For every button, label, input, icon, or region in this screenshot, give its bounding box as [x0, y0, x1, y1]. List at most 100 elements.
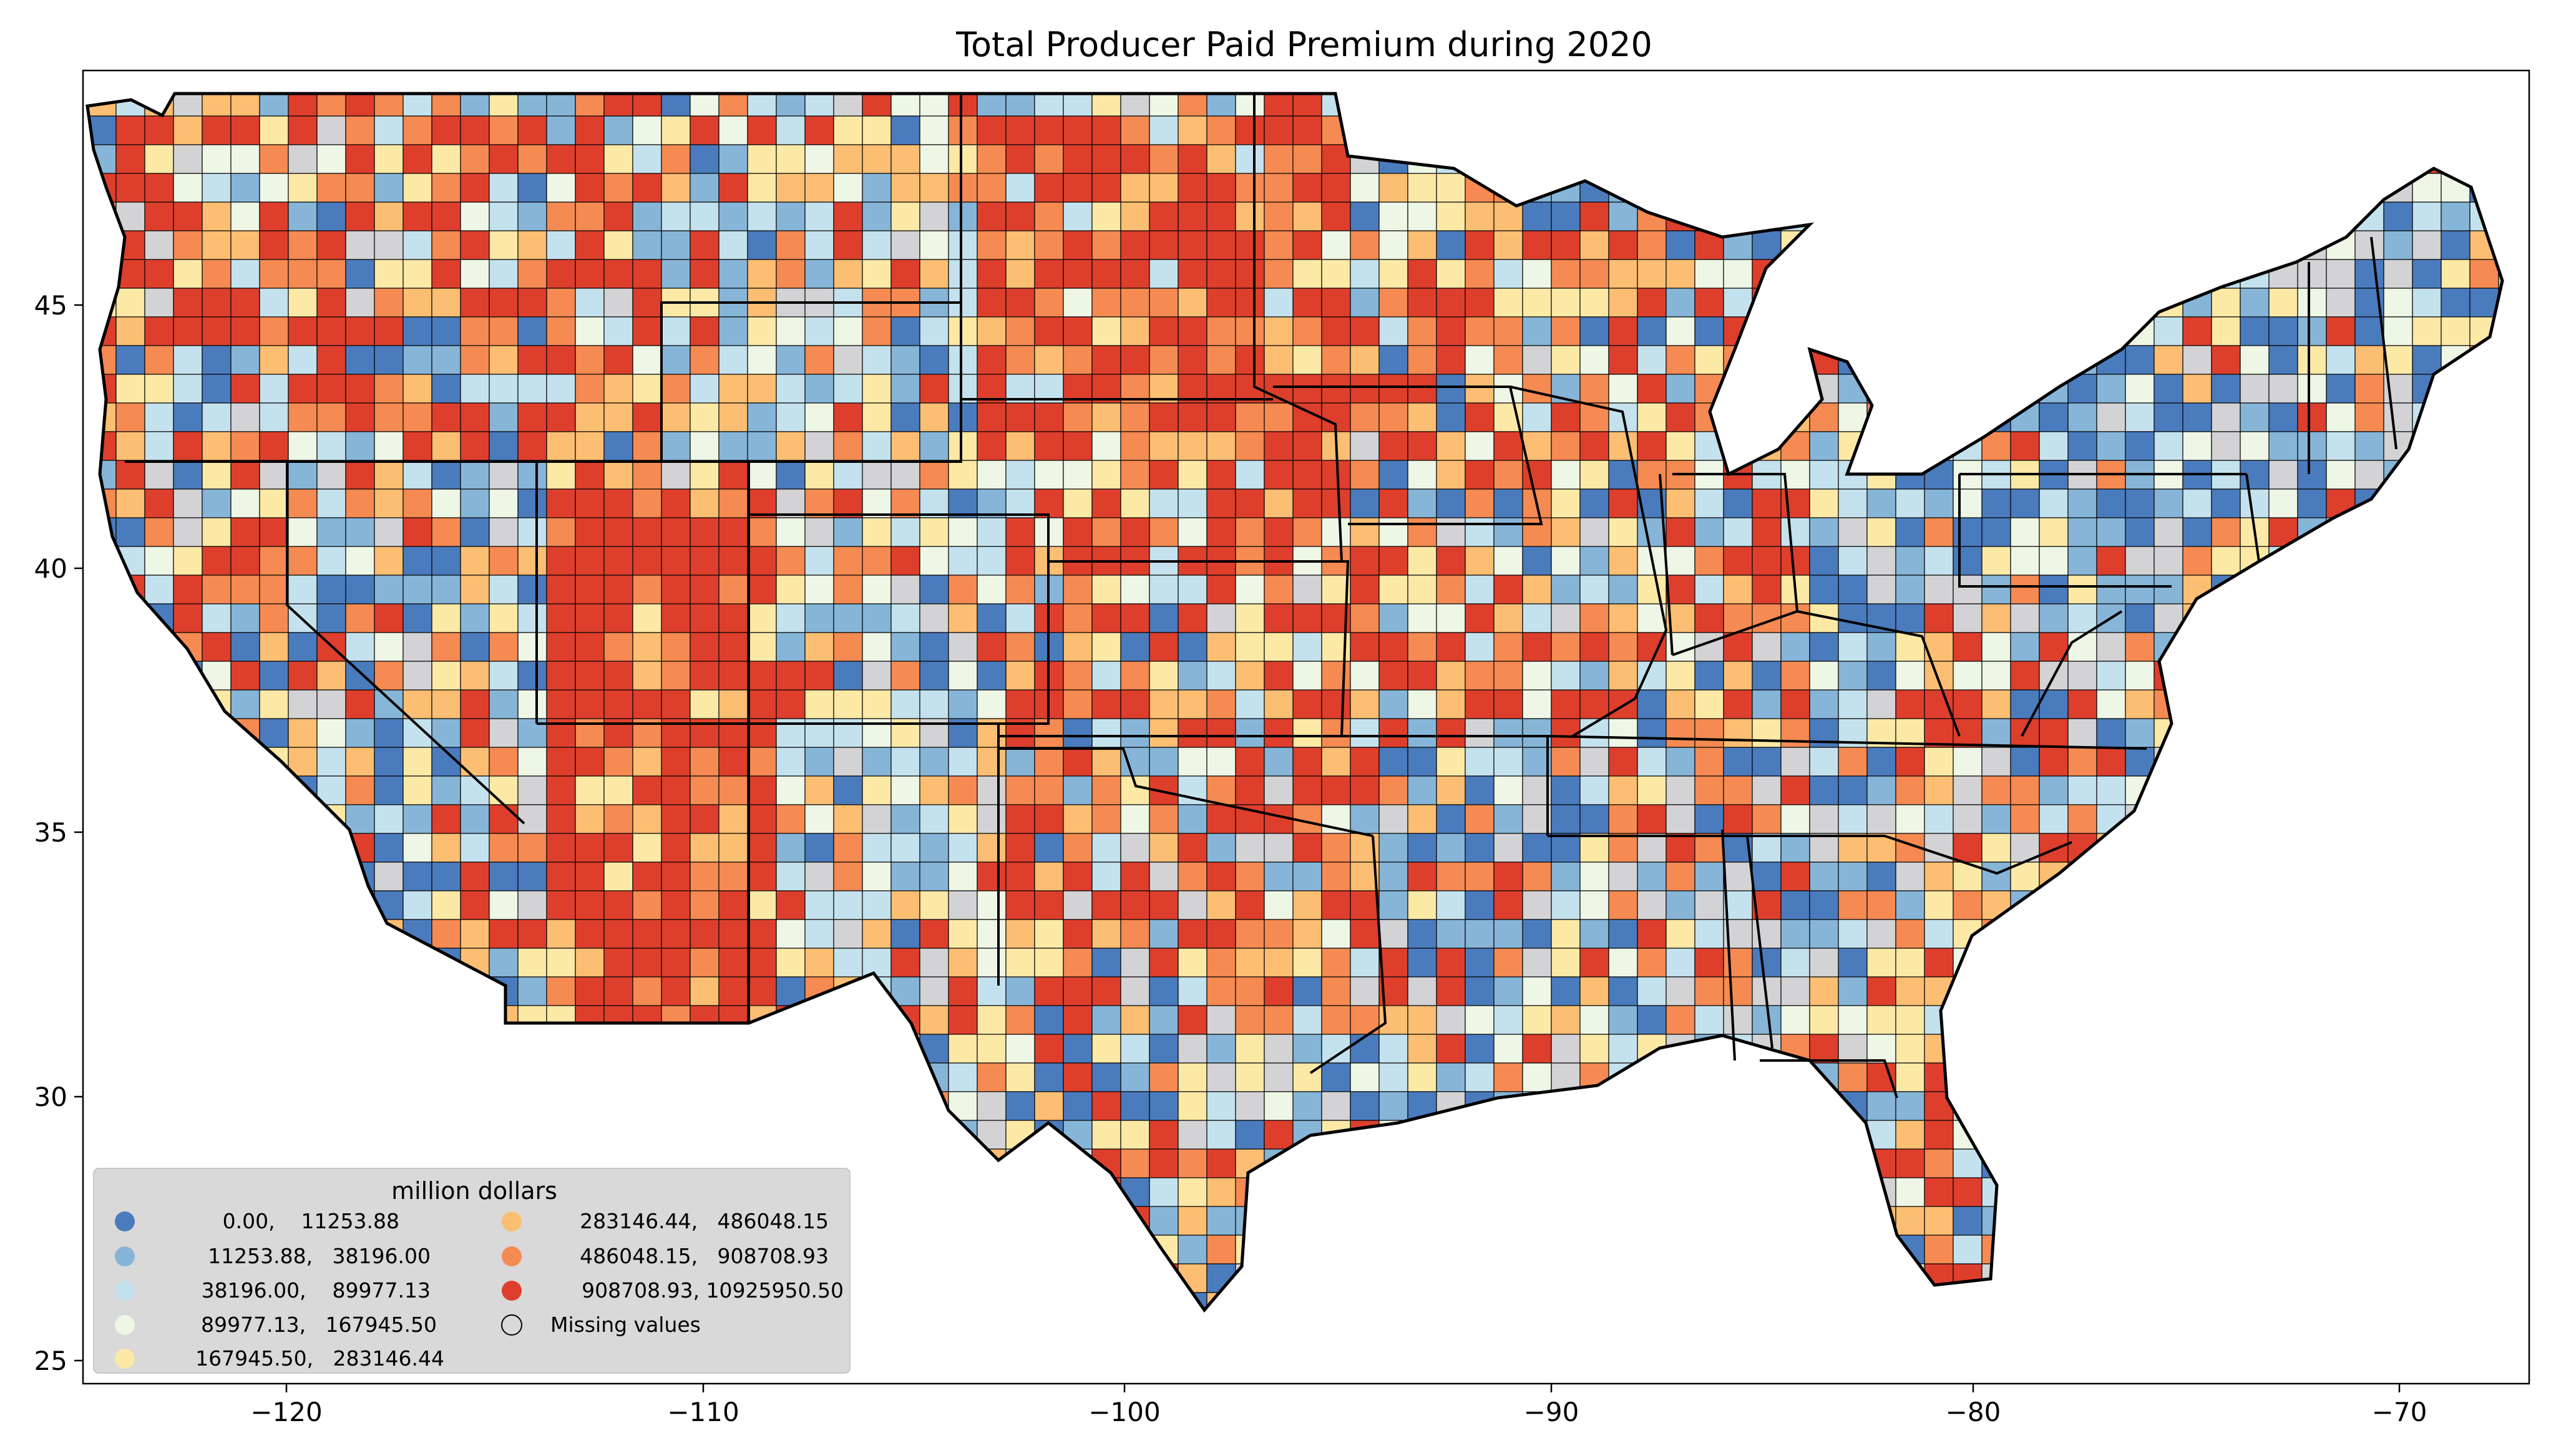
county-cell: [431, 115, 461, 145]
county-cell: [2154, 316, 2183, 346]
county-cell: [1579, 948, 1609, 978]
county-cell: [2096, 431, 2126, 461]
county-cell: [345, 775, 375, 805]
county-cell: [977, 804, 1007, 834]
county-cell: [374, 775, 404, 805]
county-cell: [1321, 661, 1351, 691]
county-cell: [1178, 173, 1207, 203]
county-cell: [2527, 1120, 2556, 1149]
county-cell: [1895, 861, 1925, 891]
county-cell: [661, 575, 691, 604]
county-cell: [1378, 890, 1408, 920]
county-cell: [402, 488, 432, 518]
county-cell: [1838, 517, 1868, 547]
county-cell: [1264, 747, 1294, 777]
county-cell: [776, 374, 806, 404]
county-cell: [1465, 316, 1495, 346]
county-cell: [546, 603, 576, 633]
county-cell: [1723, 689, 1753, 719]
county-cell: [862, 517, 892, 547]
county-cell: [546, 316, 576, 346]
county-cell: [804, 804, 834, 834]
legend-label: 11253.88, 38196.00: [208, 1244, 431, 1268]
county-cell: [1120, 1091, 1150, 1121]
county-cell: [1235, 431, 1265, 461]
county-cell: [2527, 633, 2556, 661]
county-cell: [1120, 201, 1150, 231]
county-cell: [1034, 316, 1064, 346]
county-cell: [1321, 517, 1351, 547]
county-cell: [718, 316, 748, 346]
county-cell: [776, 259, 806, 289]
county-cell: [1005, 919, 1035, 949]
county-cell: [202, 431, 232, 461]
county-cell: [661, 661, 691, 691]
county-cell: [2326, 288, 2356, 318]
county-cell: [489, 517, 519, 547]
county-cell: [1063, 948, 1093, 978]
county-cell: [202, 173, 232, 203]
county-cell: [2067, 575, 2097, 604]
county-cell: [431, 775, 461, 805]
county-cell: [115, 345, 145, 375]
county-cell: [919, 144, 949, 174]
county-cell: [603, 115, 633, 145]
county-cell: [546, 345, 576, 375]
county-cell: [747, 833, 777, 863]
county-cell: [1465, 890, 1495, 920]
county-cell: [1378, 374, 1408, 404]
county-cell: [374, 575, 404, 604]
legend-label: 283146.44, 486048.15: [580, 1209, 829, 1233]
county-cell: [1666, 345, 1695, 375]
county-cell: [1350, 1091, 1380, 1121]
county-cell: [1120, 575, 1150, 604]
county-cell: [1005, 460, 1035, 490]
county-cell: [1637, 1005, 1667, 1035]
county-cell: [1149, 460, 1179, 490]
county-cell: [575, 661, 605, 691]
county-cell: [977, 948, 1007, 978]
county-cell: [1206, 718, 1236, 748]
county-cell: [1866, 890, 1896, 920]
county-cell: [2527, 805, 2556, 833]
county-cell: [1752, 632, 1782, 662]
county-cell: [1120, 488, 1150, 518]
county-cell: [1981, 546, 2011, 576]
county-cell: [1809, 488, 1839, 518]
county-cell: [173, 603, 203, 633]
county-cell: [776, 517, 806, 547]
county-cell: [1522, 603, 1552, 633]
county-cell: [747, 144, 777, 174]
county-cell: [402, 316, 432, 346]
legend-swatch-missing: [501, 1314, 522, 1336]
county-cell: [632, 115, 662, 145]
county-cell: [1809, 948, 1839, 978]
county-cell: [2297, 374, 2327, 404]
county-cell: [1292, 201, 1322, 231]
county-cell: [776, 173, 806, 203]
county-cell: [1666, 890, 1695, 920]
county-cell: [1493, 517, 1523, 547]
county-cell: [517, 316, 547, 346]
county-cell: [546, 173, 576, 203]
county-cell: [1292, 517, 1322, 547]
county-cell: [603, 804, 633, 834]
county-cell: [1780, 718, 1810, 748]
county-cell: [718, 230, 748, 260]
county-cell: [632, 575, 662, 604]
county-cell: [575, 919, 605, 949]
county-cell: [1264, 976, 1294, 1006]
county-cell: [517, 747, 547, 777]
county-cell: [833, 890, 863, 920]
county-cell: [489, 259, 519, 289]
county-cell: [1321, 833, 1351, 863]
county-cell: [718, 861, 748, 891]
county-cell: [776, 775, 806, 805]
county-cell: [661, 201, 691, 231]
county-cell: [690, 747, 719, 777]
county-cell: [1924, 546, 1954, 576]
county-cell: [431, 288, 461, 318]
county-cell: [1235, 747, 1265, 777]
county-cell: [1235, 201, 1265, 231]
county-cell: [1120, 431, 1150, 461]
